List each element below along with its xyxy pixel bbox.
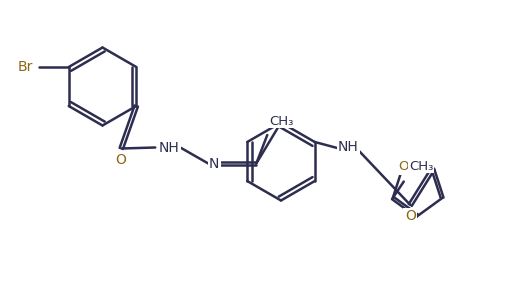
Text: NH: NH: [159, 140, 179, 155]
Text: CH₃: CH₃: [409, 160, 433, 173]
Text: O: O: [115, 153, 126, 166]
Text: NH: NH: [338, 140, 359, 154]
Text: O: O: [405, 209, 416, 223]
Text: N: N: [209, 157, 220, 171]
Text: O: O: [398, 160, 408, 173]
Text: Br: Br: [17, 60, 33, 74]
Text: CH₃: CH₃: [269, 114, 293, 127]
